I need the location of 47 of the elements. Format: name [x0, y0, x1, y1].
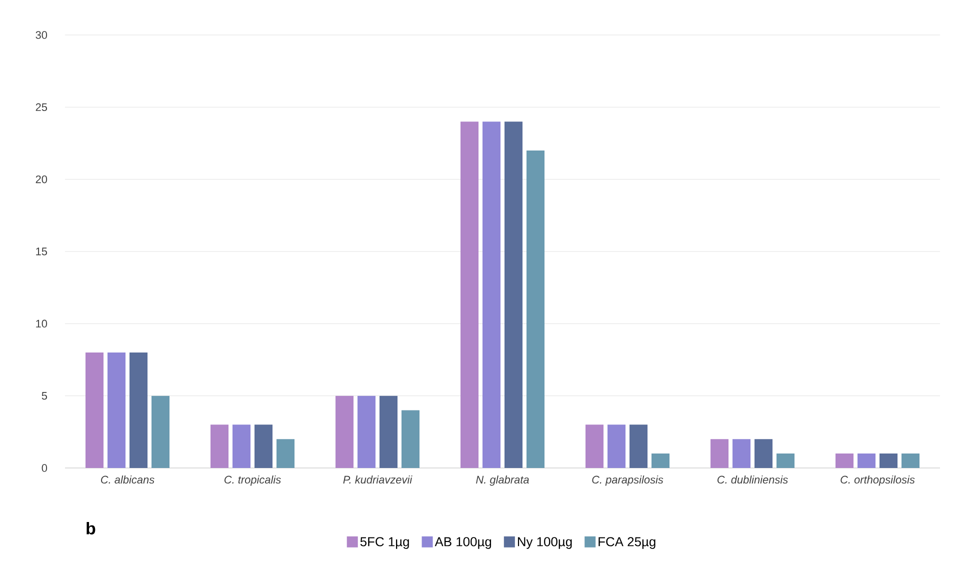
bar [108, 352, 126, 468]
legend-label: Ny 100µg [518, 537, 572, 549]
x-tick-label: C. albicans [101, 476, 154, 484]
x-tick-label: C. orthopsilosis [840, 476, 915, 486]
y-tick-label: 30 [36, 31, 48, 39]
bar [836, 454, 854, 468]
bar [460, 122, 479, 468]
x-tick-label: C. tropicalis [224, 476, 281, 486]
bar [652, 454, 670, 468]
bar [358, 396, 376, 468]
bar [586, 424, 604, 468]
legend-label: FCA 25µg [598, 537, 656, 549]
bar [254, 424, 273, 468]
bar [732, 439, 751, 468]
bar [754, 439, 773, 468]
bar [482, 122, 501, 468]
bar [504, 122, 523, 468]
x-tick-label: P. kudriavzevii [343, 476, 412, 484]
bar [526, 150, 545, 468]
bar [880, 454, 898, 468]
bar [710, 439, 729, 468]
bar [232, 424, 251, 468]
x-tick-label: C. parapsilosis [592, 476, 664, 486]
bar [776, 454, 795, 468]
y-tick-label: 5 [42, 392, 48, 400]
bar [902, 454, 920, 468]
bar [380, 396, 398, 468]
bar [630, 424, 648, 468]
x-tick-label: N. glabrata [476, 476, 529, 486]
legend-label: 5FC 1µg [360, 537, 409, 549]
y-tick-label: 10 [36, 320, 48, 328]
y-tick-label: 15 [36, 248, 48, 256]
bar [608, 424, 626, 468]
bar [86, 352, 104, 468]
y-tick-label: 20 [36, 175, 48, 184]
y-tick-label: 0 [42, 464, 48, 472]
bar [152, 396, 170, 468]
y-tick-label: 25 [36, 103, 48, 112]
bar [858, 454, 876, 468]
legend-label: AB 100µg [434, 537, 492, 549]
text: b [86, 522, 96, 534]
bar [210, 424, 229, 468]
bar [130, 352, 148, 468]
bar [402, 410, 420, 468]
bar [276, 439, 295, 468]
bar [336, 396, 354, 468]
x-tick-label: C. dubliniensis [717, 476, 788, 484]
